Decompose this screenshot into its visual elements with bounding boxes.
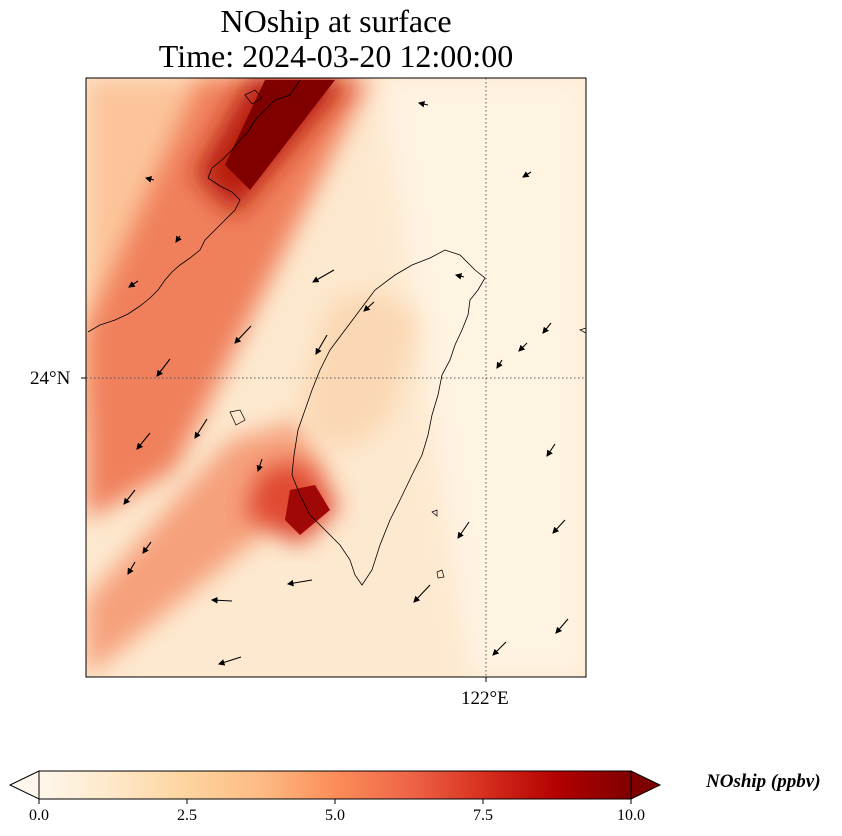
corridor-core [225,80,335,190]
china-coastline-islands [229,89,587,579]
colorbar-extend-high [630,770,662,800]
cbar-tick-label: 10.0 [617,807,645,824]
taiwan-coastline [291,249,486,586]
map-plot [81,77,587,682]
cbar-tick-label: 7.5 [473,807,493,824]
colorbar-gradient [38,770,632,800]
cbar-tick-label: 5.0 [325,807,345,824]
colorbar-extend-low [8,770,40,800]
cbar-tick-label: 0.0 [29,807,49,824]
colorbar-label: NOship (ppbv) [706,771,821,792]
china-coastline [87,79,301,333]
ship-corridor [86,78,370,520]
wind-vectors [123,100,569,666]
colorbar [8,770,662,804]
title-line-2: Time: 2024-03-20 12:00:00 [158,38,514,74]
land-tint [300,290,420,450]
title-line-1: NOship at surface [220,3,452,39]
cbar-tick-label: 2.5 [177,807,197,824]
lat-tick-label: 24°N [30,368,71,389]
map-title: NOship at surface Time: 2024-03-20 12:00… [86,4,586,74]
lon-tick-label: 122°E [461,688,509,709]
